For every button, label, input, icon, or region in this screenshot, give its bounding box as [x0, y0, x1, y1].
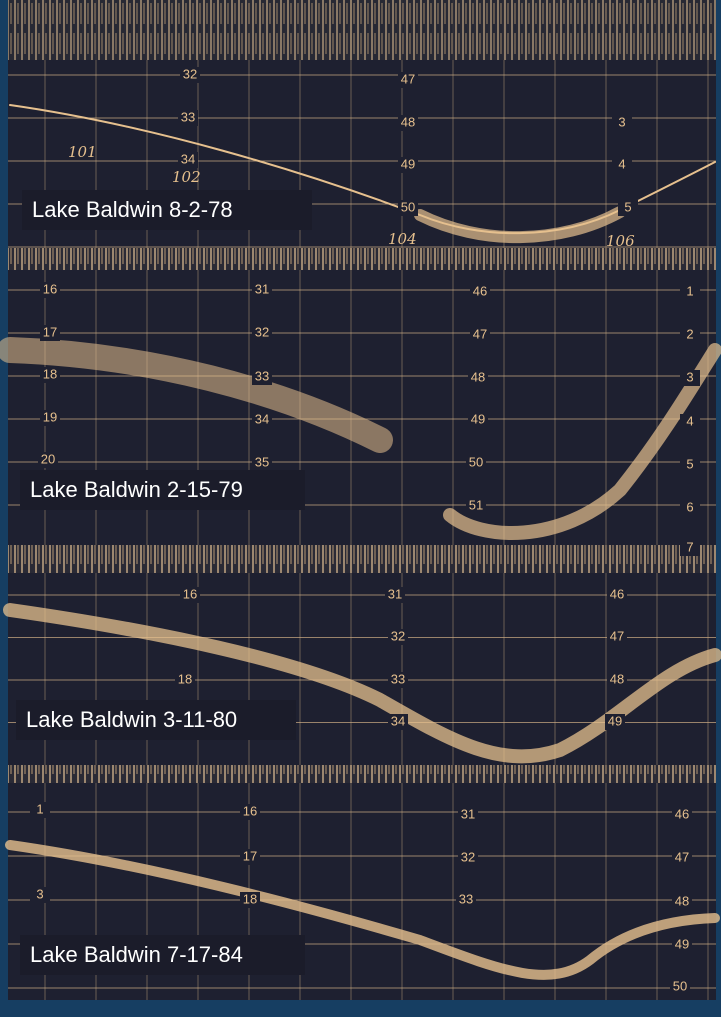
- scale-label: 47: [675, 849, 689, 864]
- scale-label: 50: [469, 454, 483, 469]
- panel-caption: Lake Baldwin 7-17-84: [30, 942, 243, 967]
- scale-label: 49: [471, 411, 485, 426]
- scale-label: 18: [243, 891, 257, 906]
- scale-label: 4: [686, 413, 693, 428]
- scale-label: 48: [471, 369, 485, 384]
- scale-label: 48: [610, 671, 624, 686]
- scale-label: 32: [461, 849, 475, 864]
- scale-label: 3: [686, 369, 693, 384]
- scale-label: 46: [473, 283, 487, 298]
- scale-label: 35: [255, 454, 269, 469]
- scale-label: 32: [255, 324, 269, 339]
- scale-label: 51: [469, 497, 483, 512]
- scale-label: 49: [675, 936, 689, 951]
- handwritten-note: 106: [606, 232, 635, 250]
- noise-band: [8, 248, 716, 270]
- scale-label: 34: [255, 411, 269, 426]
- scale-label: 5: [624, 199, 631, 214]
- scale-label: 5: [686, 456, 693, 471]
- scale-label: 16: [183, 586, 197, 601]
- scale-label: 20: [41, 451, 55, 466]
- scale-label: 31: [255, 281, 269, 296]
- scale-label: 31: [461, 806, 475, 821]
- scale-label: 3: [36, 886, 43, 901]
- scale-label: 33: [181, 109, 195, 124]
- handwritten-note: 102: [172, 168, 201, 186]
- scale-label: 33: [459, 891, 473, 906]
- noise-band: [8, 765, 716, 783]
- scale-label: 1: [36, 801, 43, 816]
- scale-label: 4: [618, 156, 625, 171]
- scale-label: 47: [401, 71, 415, 86]
- scale-label: 6: [686, 499, 693, 514]
- handwritten-note: 104: [388, 230, 417, 248]
- noise-band: [8, 0, 716, 60]
- noise-band: [8, 545, 716, 573]
- scale-label: 33: [391, 671, 405, 686]
- scale-label: 17: [243, 848, 257, 863]
- scale-label: 48: [675, 893, 689, 908]
- panel-caption: Lake Baldwin 8-2-78: [32, 197, 233, 222]
- page: 32333447484950345101102104106Lake Baldwi…: [0, 0, 721, 1017]
- handwritten-note: 101: [68, 143, 97, 161]
- scale-label: 50: [673, 978, 687, 993]
- scale-label: 34: [181, 151, 195, 166]
- scale-label: 46: [675, 806, 689, 821]
- scale-label: 32: [183, 66, 197, 81]
- panel-caption: Lake Baldwin 3-11-80: [26, 707, 237, 732]
- scale-label: 1: [686, 283, 693, 298]
- scale-label: 48: [401, 114, 415, 129]
- scale-label: 2: [686, 326, 693, 341]
- scale-label: 33: [255, 368, 269, 383]
- scale-label: 18: [178, 671, 192, 686]
- scale-label: 16: [243, 803, 257, 818]
- scale-label: 31: [388, 586, 402, 601]
- scale-label: 47: [473, 326, 487, 341]
- scale-label: 16: [43, 281, 57, 296]
- photo: 32333447484950345101102104106Lake Baldwi…: [0, 0, 721, 1017]
- scale-label: 32: [391, 628, 405, 643]
- scale-label: 17: [43, 324, 57, 339]
- scale-label: 19: [43, 409, 57, 424]
- scale-label: 46: [610, 586, 624, 601]
- scale-label: 3: [618, 114, 625, 129]
- scale-label: 47: [610, 628, 624, 643]
- panel-caption: Lake Baldwin 2-15-79: [30, 477, 243, 502]
- scale-label: 7: [686, 539, 693, 554]
- scale-label: 49: [608, 713, 622, 728]
- scale-label: 50: [401, 199, 415, 214]
- scale-label: 34: [391, 713, 405, 728]
- scale-label: 49: [401, 156, 415, 171]
- scale-label: 18: [43, 366, 57, 381]
